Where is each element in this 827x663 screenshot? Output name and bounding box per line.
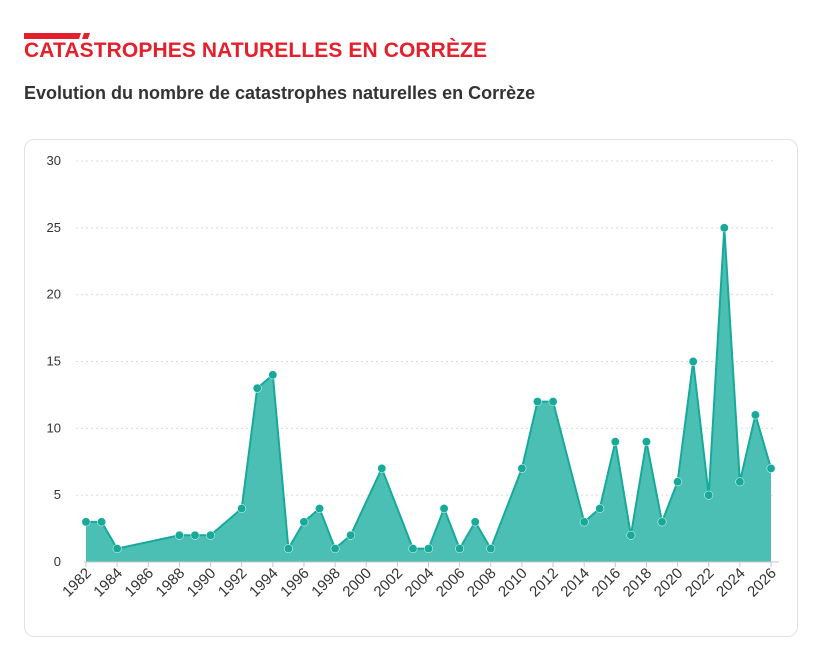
data-point — [470, 517, 480, 527]
series-line — [86, 226, 772, 550]
data-point — [533, 397, 542, 407]
section-title: CATASTROPHES NATURELLES EN CORRÈZE — [24, 39, 488, 62]
data-point — [377, 463, 387, 473]
y-tick-label: 20 — [47, 287, 61, 302]
data-point — [704, 490, 714, 500]
x-tick-label: 2024 — [713, 565, 749, 601]
x-tick-label: 2008 — [464, 565, 500, 601]
data-point — [673, 477, 683, 487]
x-tick-label: 2014 — [557, 565, 593, 601]
data-point — [299, 517, 309, 527]
data-point — [766, 463, 776, 473]
x-tick-label: 1996 — [277, 565, 313, 601]
data-point — [97, 517, 107, 527]
data-point — [283, 544, 293, 554]
data-point — [657, 517, 667, 527]
data-point — [174, 530, 184, 540]
data-point — [486, 544, 496, 554]
x-tick-label: 2018 — [620, 565, 656, 601]
point-layer — [81, 223, 776, 554]
data-point — [252, 383, 262, 393]
data-point — [268, 370, 278, 380]
area-layer — [86, 226, 772, 562]
y-tick-label: 10 — [47, 420, 61, 435]
data-point — [595, 504, 605, 513]
x-tick-label: 2006 — [433, 565, 469, 601]
series-area — [86, 227, 771, 562]
x-tick-label: 2026 — [744, 565, 780, 601]
y-tick-label: 30 — [47, 153, 61, 168]
data-point — [81, 517, 91, 527]
data-point — [424, 544, 433, 554]
x-tick-label: 1992 — [215, 565, 251, 601]
data-point — [439, 504, 449, 513]
x-tick-label: 2016 — [589, 565, 625, 601]
x-tick-label: 2020 — [651, 565, 687, 601]
data-point — [455, 544, 465, 554]
data-point — [688, 357, 698, 366]
x-tick-label: 1998 — [308, 565, 344, 601]
x-tick-label: 1986 — [121, 565, 157, 601]
y-tick-label: 15 — [47, 354, 61, 369]
data-point — [548, 397, 558, 407]
data-point — [408, 544, 418, 554]
data-point — [206, 530, 215, 540]
data-point — [237, 504, 247, 513]
x-tick-label: 2002 — [371, 565, 407, 601]
y-tick-label: 0 — [54, 554, 61, 569]
data-point — [642, 437, 651, 447]
data-point — [719, 223, 729, 233]
x-tick-label: 1982 — [59, 565, 95, 601]
x-tick-label: 2010 — [495, 565, 531, 601]
data-point — [346, 530, 356, 540]
data-point — [330, 544, 340, 554]
y-tick-label: 5 — [54, 487, 61, 502]
data-point — [750, 410, 760, 420]
chart-area: 0 5 10 15 20 25 30 1982198419861988199019921994… — [47, 153, 780, 601]
grid-layer — [76, 160, 775, 496]
x-tick-label: 1990 — [184, 565, 220, 601]
x-tick-label: 2000 — [339, 565, 375, 601]
data-point — [626, 530, 636, 540]
data-point — [517, 463, 527, 473]
data-point — [315, 504, 324, 513]
chart-subtitle: Evolution du nombre de catastrophes natu… — [24, 83, 536, 103]
data-point — [610, 437, 620, 447]
x-tick-label: 2004 — [402, 565, 438, 601]
x-tick-label: 1994 — [246, 565, 282, 601]
data-point — [190, 530, 200, 540]
x-tick-label: 1988 — [153, 565, 189, 601]
data-point — [579, 517, 589, 527]
data-point — [112, 544, 122, 554]
x-tick-label: 2012 — [526, 565, 562, 601]
accent-bar — [24, 26, 90, 39]
y-tick-label: 25 — [47, 220, 61, 235]
x-tick-label: 2022 — [682, 565, 718, 601]
x-tick-label: 1984 — [90, 565, 126, 601]
accent-bar-shape — [24, 33, 90, 39]
chart-card: 0 5 10 15 20 25 30 1982 1984 1986 1988 1990 1992 1994… — [24, 139, 798, 637]
data-point — [735, 477, 745, 487]
